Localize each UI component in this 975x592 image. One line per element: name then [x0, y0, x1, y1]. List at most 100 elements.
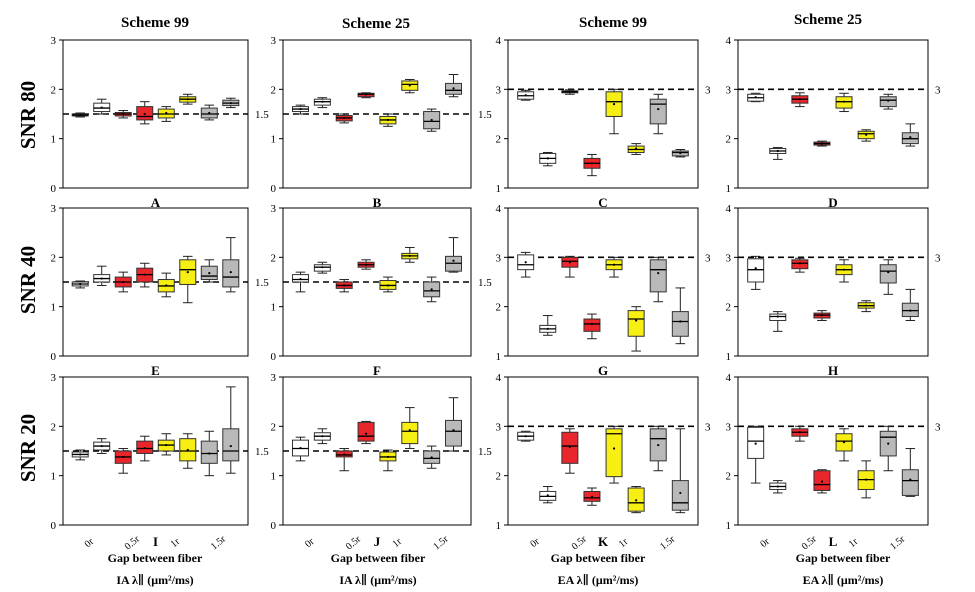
y-tick-label: 3 — [496, 84, 502, 96]
x-category-label: 0r — [83, 536, 97, 550]
y-tick-label: 0 — [51, 351, 57, 363]
box-body — [747, 258, 765, 283]
box-B-5 — [379, 113, 397, 127]
y-tick-label: 1 — [496, 351, 502, 363]
y-tick-label: 3 — [51, 35, 57, 47]
panel-L: 1 2 3 4 3 L 0r 0.5r 1r 1.5r — [726, 372, 942, 552]
box-B-8 — [445, 74, 463, 98]
box-I-7 — [200, 430, 218, 477]
box-J-7 — [423, 445, 441, 469]
panel-letter: L — [829, 534, 838, 549]
box-I-5 — [157, 433, 175, 456]
row-label-snr-80: SNR 80 — [16, 81, 40, 149]
box-B-6 — [401, 78, 419, 94]
box-H-2 — [769, 311, 787, 332]
panel-letter: C — [598, 195, 607, 210]
mean-marker — [229, 444, 232, 448]
box-I-3 — [114, 448, 132, 474]
box-F-8 — [445, 237, 463, 273]
mean-marker — [186, 448, 189, 452]
mean-marker — [590, 162, 594, 165]
box-F-7 — [423, 276, 441, 303]
box-J-4 — [357, 420, 375, 445]
box-G-5 — [605, 256, 623, 278]
x-axis-title-col4: Gap between fiber — [796, 551, 891, 565]
reference-label: 1.5 — [478, 109, 492, 121]
box-L-8 — [901, 448, 919, 497]
x-category-label: 0.5r — [570, 533, 590, 552]
box-L-6 — [857, 460, 875, 499]
reference-label: 1.5 — [255, 446, 269, 458]
mean-marker — [754, 442, 757, 445]
y-tick-label: 3 — [726, 84, 732, 96]
panel-J: 0 1 2 3 1.5 J 0r 0.5r 1r 1.5r — [271, 372, 493, 552]
x-category-label: 1.5r — [209, 533, 229, 552]
mean-marker — [776, 315, 779, 318]
y-tick-label: 4 — [496, 35, 502, 47]
reference-label: 3 — [705, 252, 711, 264]
y-tick-label: 1 — [496, 520, 502, 532]
box-H-8 — [901, 288, 919, 321]
x-axis-unit-col2: IA λ∥ (μm²/ms) — [339, 573, 416, 587]
x-category-label: 0r — [528, 536, 542, 550]
panel-letter: H — [828, 363, 838, 378]
box-body — [649, 98, 667, 125]
mean-marker — [122, 455, 125, 459]
box-H-4 — [813, 310, 831, 321]
box-body — [222, 259, 240, 288]
mean-marker — [568, 445, 571, 449]
box-C-8 — [671, 149, 689, 158]
y-tick-label: 1 — [496, 183, 502, 195]
mean-marker — [842, 441, 846, 444]
x-category-label: 1r — [169, 536, 183, 550]
panel-letter: K — [598, 534, 609, 549]
box-L-5 — [835, 428, 853, 462]
mean-marker — [524, 435, 527, 438]
mean-marker — [612, 447, 616, 450]
mean-marker — [143, 446, 146, 450]
mean-marker — [798, 98, 801, 101]
mean-marker — [776, 149, 779, 153]
mean-marker — [612, 103, 616, 106]
panel-B: 0 1 2 3 1.5 B — [271, 35, 493, 210]
mean-marker — [343, 284, 346, 287]
box-C-3 — [561, 89, 579, 95]
plot-frame — [737, 207, 929, 357]
box-L-3 — [791, 425, 809, 442]
plot-frame — [737, 376, 929, 526]
box-C-6 — [627, 143, 645, 155]
box-I-2 — [93, 438, 111, 454]
mean-marker — [364, 93, 368, 96]
mean-marker — [186, 98, 189, 101]
box-K-8 — [671, 428, 689, 514]
box-B-3 — [335, 113, 353, 124]
y-tick-label: 1 — [51, 302, 57, 314]
mean-marker — [612, 263, 616, 266]
mean-marker — [386, 455, 390, 459]
box-A-3 — [114, 110, 132, 119]
panel-letter: A — [151, 195, 161, 210]
box-J-8 — [445, 397, 463, 452]
y-tick-label: 3 — [271, 35, 277, 47]
box-E-7 — [200, 259, 218, 283]
y-tick-label: 1 — [271, 302, 277, 314]
mean-marker — [122, 112, 125, 116]
mean-marker — [430, 456, 433, 459]
box-D-1 — [747, 92, 765, 103]
y-tick-label: 4 — [726, 35, 732, 47]
box-H-6 — [857, 300, 875, 313]
panel-E: 0 1 2 3 1.5 E — [51, 203, 270, 378]
row-label-snr-40: SNR 40 — [16, 246, 40, 314]
x-category-label: 0r — [303, 536, 317, 550]
mean-marker — [590, 322, 594, 326]
mean-marker — [909, 478, 912, 481]
panel-letter: G — [598, 363, 608, 378]
mean-marker — [165, 111, 168, 115]
panel-letter: B — [373, 195, 382, 210]
mean-marker — [452, 87, 455, 90]
box-J-6 — [401, 407, 419, 450]
box-body — [583, 318, 601, 332]
box-C-4 — [583, 153, 601, 177]
mean-marker — [299, 107, 302, 111]
